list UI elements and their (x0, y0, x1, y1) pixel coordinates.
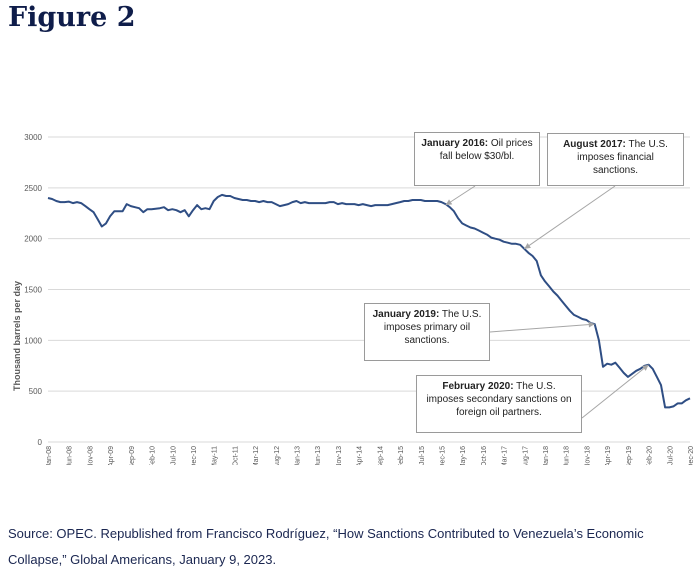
x-tick-label: Jun-13 (315, 446, 322, 465)
series-line (47, 193, 691, 409)
x-tick-label: Aug-12 (274, 446, 281, 465)
annotation-jan-2016: January 2016: Oil prices fall below $30/… (414, 132, 540, 186)
y-tick-label: 2500 (24, 184, 42, 193)
annotation-leaders (445, 185, 649, 419)
figure-title: Figure 2 (8, 2, 136, 33)
x-tick-label: Jan-18 (543, 446, 550, 465)
annotation-leader (489, 323, 595, 333)
x-tick-label: Jul-15 (419, 446, 426, 465)
x-tick-labels: Jan-08 Jun-08 Nov-08 Apr-09 Sep-09 Feb-10 Jul-… (46, 446, 695, 465)
y-tick-labels: 0 500 1000 1500 2000 2500 3000 (24, 133, 42, 447)
x-tick-label: Sep-09 (129, 446, 136, 465)
x-tick-label: Apr-14 (357, 446, 364, 465)
annotation-jan-2019-date: January 2019: (372, 309, 440, 320)
y-tick-label: 1500 (24, 286, 42, 295)
annotation-aug-2017-text: The U.S. imposes financial sanctions. (577, 139, 668, 176)
x-tick-label: Jul-20 (667, 446, 674, 465)
x-tick-label: Mar-12 (253, 446, 260, 465)
annotation-aug-2017: August 2017: The U.S. imposes financial … (547, 133, 684, 186)
x-tick-label: Dec-10 (191, 446, 198, 465)
y-tick-label: 0 (38, 438, 43, 447)
x-tick-label: Oct-11 (232, 446, 239, 465)
annotation-feb-2020-date: February 2020: (442, 381, 514, 392)
x-tick-label: Jun-18 (564, 446, 571, 465)
x-tick-label: Jul-10 (170, 446, 177, 465)
x-tick-label: May-16 (460, 446, 467, 465)
x-tick-label: Feb-20 (647, 446, 654, 465)
x-tick-label: Apr-19 (605, 446, 612, 465)
x-tick-label: Nov-18 (584, 446, 591, 465)
annotation-arrowhead (642, 364, 649, 371)
y-tick-label: 3000 (24, 133, 42, 142)
x-tick-label: Oct-16 (481, 446, 488, 465)
series-group (47, 193, 691, 409)
annotation-arrowhead (588, 321, 595, 328)
x-tick-label: Nov-13 (336, 446, 343, 465)
annotation-jan-2016-date: January 2016: (421, 138, 489, 149)
x-tick-label: Dec-20 (688, 446, 695, 465)
source-note: Source: OPEC. Republished from Francisco… (8, 526, 644, 567)
annotation-arrowhead (524, 242, 531, 249)
y-tick-label: 500 (29, 387, 43, 396)
x-tick-label: Jun-08 (67, 446, 74, 465)
x-tick-label: Aug-17 (522, 446, 529, 465)
x-tick-label: Jan-08 (46, 446, 53, 465)
x-tick-label: Apr-09 (108, 446, 115, 465)
y-axis-label: Thousand barrels per day (12, 281, 22, 391)
annotation-jan-2016-text: Oil prices fall below $30/bl. (439, 138, 533, 162)
x-tick-label: Feb-15 (398, 446, 405, 465)
y-tick-label: 2000 (24, 235, 42, 244)
x-tick-label: Mar-17 (502, 446, 509, 465)
annotation-arrowhead (445, 199, 453, 206)
x-tick-label: Sep-19 (626, 446, 633, 465)
x-tick-label: Feb-10 (150, 446, 157, 465)
line-chart: 0 500 1000 1500 2000 2500 3000 Jan-08 Jun-08 Nov… (12, 133, 695, 465)
x-tick-label: Jan-13 (295, 446, 302, 465)
annotation-jan-2019: January 2019: The U.S. imposes primary o… (364, 303, 490, 361)
y-tick-label: 1000 (24, 336, 42, 345)
x-tick-label: Nov-08 (87, 446, 94, 465)
x-tick-label: May-11 (212, 446, 219, 465)
annotation-leader (581, 364, 649, 419)
annotation-aug-2017-date: August 2017: (563, 139, 626, 150)
annotation-feb-2020-text: The U.S. imposes secondary sanctions on … (426, 381, 572, 418)
annotation-jan-2019-text: The U.S. imposes primary oil sanctions. (383, 309, 482, 346)
x-tick-label: Dec-15 (439, 446, 446, 465)
x-tick-label: Sep-14 (377, 446, 384, 465)
annotation-feb-2020: February 2020: The U.S. imposes secondar… (416, 375, 582, 433)
annotation-leader (524, 185, 616, 250)
